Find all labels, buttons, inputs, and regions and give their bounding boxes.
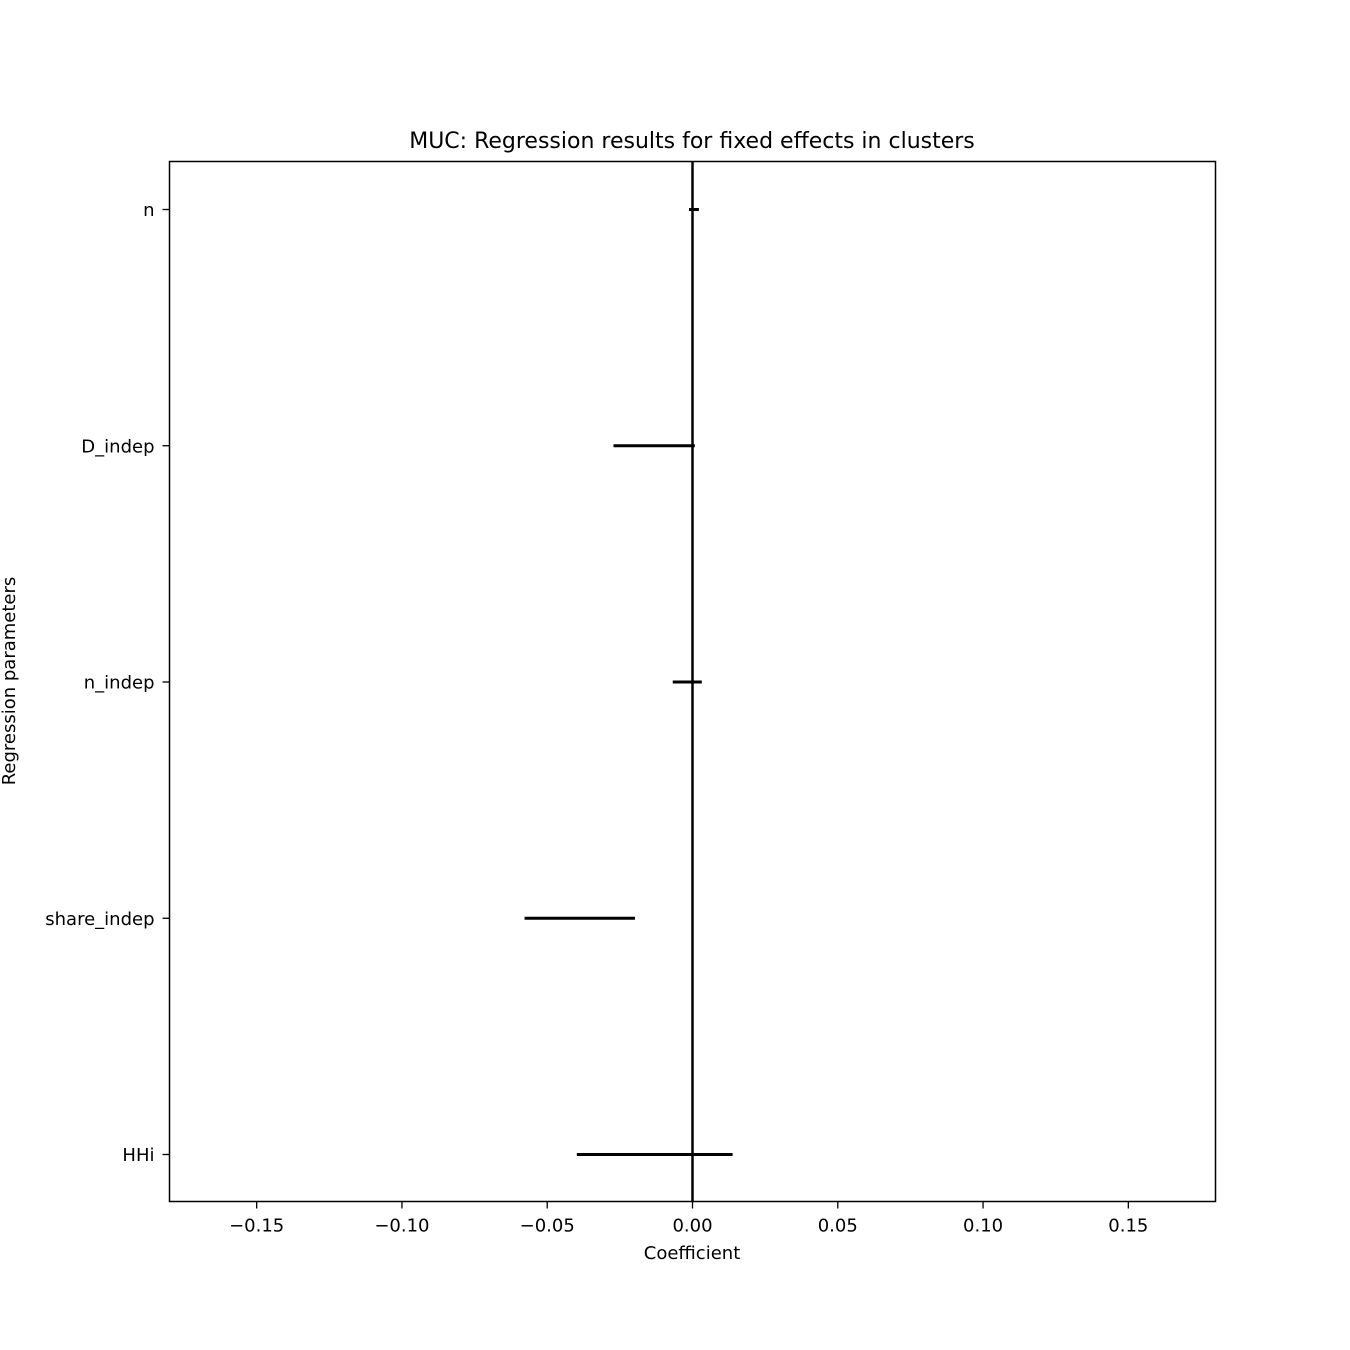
x-tick-label: −0.10 [374,1216,429,1237]
x-tick-label: −0.15 [229,1216,284,1237]
y-axis: n D_indep n_indep share_indep HHi [45,200,170,1166]
x-tick-label: −0.05 [520,1216,575,1237]
x-axis-label: Coefficient [644,1243,741,1264]
x-tick-label: 0.00 [672,1216,712,1237]
x-tick-label: 0.15 [1108,1216,1148,1237]
y-tick-label: D_indep [81,436,154,457]
x-tick-label: 0.10 [963,1216,1003,1237]
chart-marks [524,161,733,1202]
y-tick-label: n_indep [84,673,155,694]
x-axis: −0.15 −0.10 −0.05 0.00 0.05 0.10 0.15 [229,1201,1148,1237]
y-tick-label: n [143,200,154,221]
y-tick-label: share_indep [45,909,154,930]
y-axis-label: Regression parameters [0,577,20,786]
chart-title: MUC: Regression results for fixed effect… [409,129,975,154]
y-tick-label: HHi [122,1145,154,1166]
x-tick-label: 0.05 [818,1216,858,1237]
